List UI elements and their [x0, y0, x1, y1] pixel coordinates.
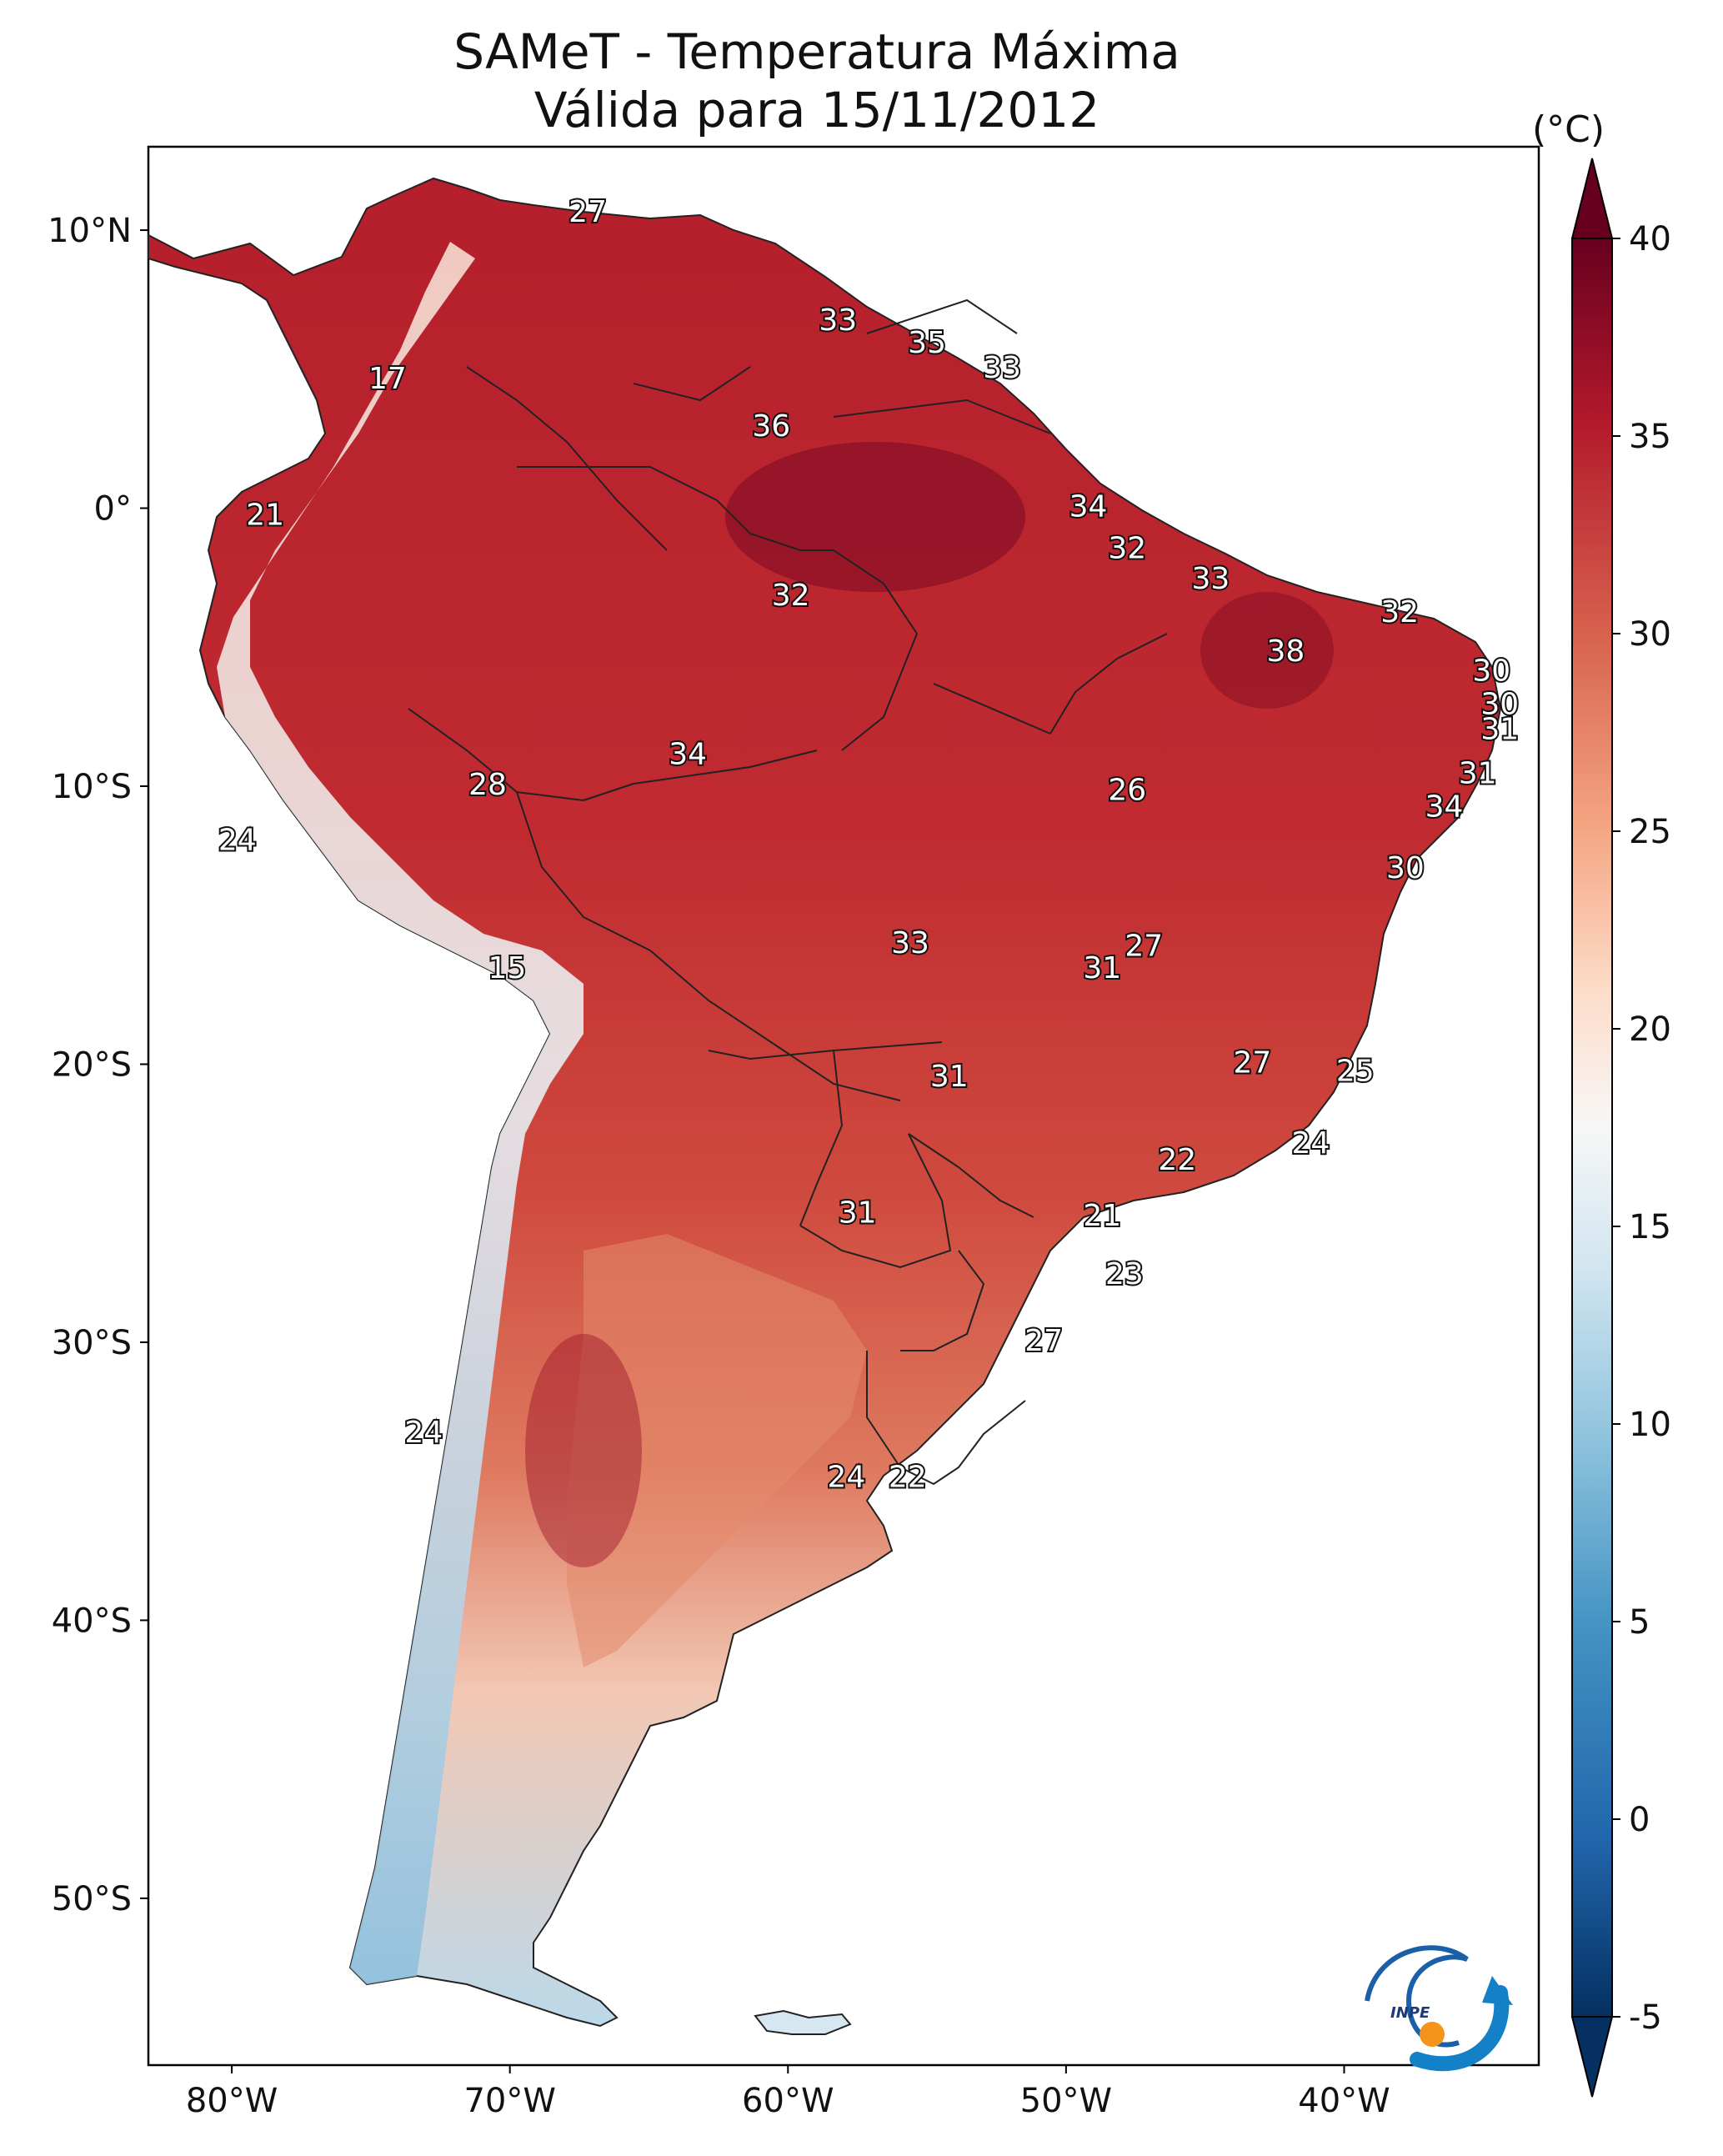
temperature-value-label: 26	[1108, 774, 1146, 808]
figure-title: SAMeT - Temperatura Máxima	[453, 23, 1180, 80]
temperature-value-label: 30	[1386, 851, 1425, 885]
temperature-value-label: 15	[488, 951, 526, 985]
temperature-value-label: 33	[819, 303, 857, 338]
colorbar-min-arrow	[1570, 2016, 1614, 2098]
temperature-value-label: 24	[1292, 1126, 1330, 1161]
lat-tick-label: 10°S	[52, 768, 132, 806]
colorbar-gradient	[1571, 238, 1613, 2018]
temperature-value-label: 27	[1124, 929, 1163, 963]
lon-tick-label: 80°W	[186, 2082, 278, 2120]
temperature-value-label: 23	[1105, 1257, 1144, 1291]
temperature-value-label: 33	[983, 351, 1021, 385]
inpe-logo-icon: INPE	[1365, 1945, 1513, 2072]
temperature-value-label: 33	[891, 926, 929, 960]
temperature-value-label: 22	[1158, 1143, 1196, 1177]
temperature-value-label: 30	[1472, 654, 1510, 688]
temperature-value-label: 32	[772, 579, 810, 613]
temperature-value-label: 24	[404, 1416, 443, 1450]
temperature-value-label: 38	[1267, 634, 1305, 669]
lon-tick-label: 70°W	[463, 2082, 555, 2120]
colorbar-tick-label: 10	[1629, 1406, 1671, 1444]
lon-tick-label: 40°W	[1298, 2082, 1390, 2120]
temperature-value-label: 24	[827, 1460, 865, 1494]
temperature-value-label: 28	[468, 768, 507, 802]
figure-subtitle: Válida para 15/11/2012	[533, 82, 1100, 138]
temperature-value-label: 34	[1425, 790, 1464, 825]
temperature-value-label: 32	[1108, 532, 1146, 566]
colorbar-tick-label: 5	[1629, 1603, 1650, 1642]
lon-tick-label: 60°W	[742, 2082, 834, 2120]
colorbar-tick-label: 35	[1629, 418, 1671, 456]
temperature-value-label: 21	[1083, 1199, 1121, 1233]
colorbar-tick-label: 20	[1629, 1010, 1671, 1049]
temperature-value-label: 32	[1380, 595, 1419, 629]
lat-tick-label: 0°	[94, 490, 132, 529]
lat-tick-label: 50°S	[52, 1880, 132, 1918]
temperature-value-label: 27	[568, 195, 607, 229]
colorbar-tick-label: 30	[1629, 615, 1671, 654]
temperature-value-label: 33	[1191, 562, 1230, 596]
colorbar-unit-label: (°C)	[1532, 108, 1605, 151]
country-borders	[408, 298, 1168, 1486]
temperature-value-label: 31	[1083, 951, 1121, 985]
lat-tick-label: 20°S	[52, 1045, 132, 1084]
colorbar-tick-label: 0	[1629, 1801, 1650, 1839]
temperature-value-label: 24	[218, 824, 257, 858]
lat-tick-label: 10°N	[48, 212, 132, 250]
temperature-value-label: 35	[908, 326, 946, 360]
hot-core-region	[725, 442, 1025, 592]
colorbar-tick-label: -5	[1629, 1998, 1662, 2037]
pampas-region	[567, 1234, 867, 1667]
temperature-value-label: 27	[1233, 1045, 1271, 1080]
colorbar	[1570, 158, 1614, 2098]
temperature-value-label: 36	[752, 409, 790, 444]
lat-tick-label: 30°S	[52, 1324, 132, 1362]
lat-tick-label: 40°S	[52, 1602, 132, 1640]
temperature-value-label: 21	[246, 499, 284, 533]
colorbar-tick-label: 40	[1629, 220, 1671, 258]
temperature-value-label: 25	[1336, 1054, 1375, 1088]
colorbar-max-arrow	[1570, 158, 1614, 239]
temperature-value-label: 34	[1069, 490, 1108, 524]
temperature-value-label: 31	[839, 1196, 877, 1231]
temperature-value-label: 22	[889, 1460, 927, 1494]
temperature-value-label: 17	[368, 362, 407, 396]
colorbar-tick-label: 15	[1629, 1208, 1671, 1246]
temperature-value-label: 30	[1480, 687, 1519, 721]
temperature-value-label: 31	[1480, 712, 1519, 746]
temperature-value-label: 31	[930, 1060, 969, 1094]
temperature-value-label: 34	[669, 737, 707, 771]
hot-core-region	[525, 1334, 642, 1567]
temperature-value-label: 27	[1024, 1324, 1063, 1358]
colorbar-tick-label: 25	[1629, 813, 1671, 851]
hot-core-region	[1200, 592, 1334, 709]
lon-tick-label: 50°W	[1020, 2082, 1112, 2120]
temperature-value-label: 31	[1459, 757, 1497, 791]
svg-text:INPE: INPE	[1390, 2004, 1430, 2022]
falkland-islands	[754, 2009, 852, 2035]
